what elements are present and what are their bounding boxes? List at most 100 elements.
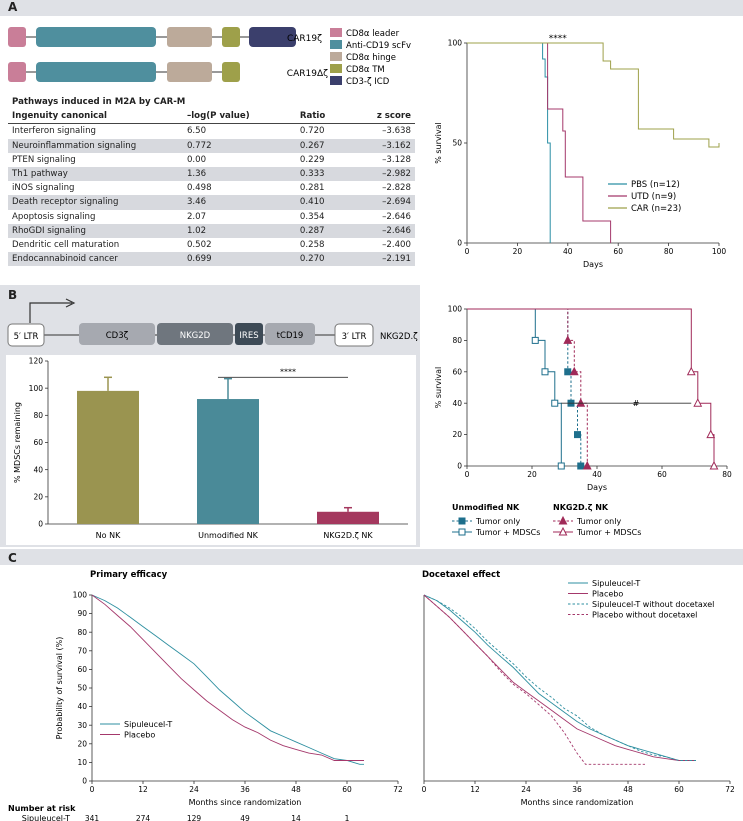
y-tick-label: 60 (452, 367, 462, 376)
legend-label: Sipuleucel-T without docetaxel (592, 600, 714, 609)
construct-hinge-2 (167, 62, 212, 82)
series-line (467, 42, 551, 243)
table-row: Death receptor signaling 3.46 0.410 –2.694 (8, 195, 415, 210)
x-tick-label: 100 (712, 247, 727, 256)
x-tick-label: 36 (572, 785, 582, 794)
table-cell: 0.498 (186, 183, 212, 194)
x-tick-label: 60 (674, 785, 684, 794)
table-cell: 0.333 (295, 167, 373, 182)
table-header: Ratio (295, 109, 373, 125)
series-line (467, 308, 582, 466)
series-marker (558, 526, 568, 536)
table-cell: 0.772 (182, 138, 296, 153)
table-cell: 0.699 (182, 252, 296, 267)
series-marker (557, 462, 565, 470)
x-axis-label: Days (587, 483, 607, 492)
table-cell: 6.50 (186, 126, 207, 137)
series-line (423, 594, 645, 765)
series-line (423, 594, 696, 761)
risk-value: 49 (240, 814, 250, 821)
series-marker (563, 335, 573, 344)
y-axis-label: Probability of survival (%) (55, 637, 64, 740)
risk-row-label: Sipuleucel-T (22, 814, 70, 821)
table-cell: –2.646 (382, 211, 411, 222)
legend-label: Sipuleucel-T (592, 579, 640, 588)
y-tick-label: 80 (33, 411, 43, 420)
construct-icd-1 (249, 27, 296, 47)
panel-c: C 0 12 24 36 48 60 72 0 10 20 30 40 50 60 70 80 90 100 Mon… (0, 549, 743, 821)
table-header: Ingenuity canonical (8, 109, 183, 125)
x-tick-label: 20 (513, 247, 523, 256)
nkg2d-label: NKG2D (180, 331, 211, 341)
x-tick-label: 48 (623, 785, 633, 794)
table-cell: –2.646 (372, 223, 415, 239)
table-cell: 0.410 (295, 195, 373, 210)
y-tick-label: 0 (38, 520, 43, 529)
table-cell: Dendritic cell maturation (12, 240, 120, 251)
table-header: –log(P value) (182, 109, 296, 125)
y-tick-label: 80 (77, 628, 87, 637)
y-tick-label: 100 (448, 39, 463, 48)
table-cell: –3.638 (382, 126, 411, 137)
y-tick-label: 30 (77, 721, 87, 730)
x-tick-label: 24 (189, 785, 199, 794)
panel-c-band (0, 549, 743, 565)
table-cell: 0.229 (299, 154, 325, 165)
series-marker (458, 517, 466, 525)
series-line (467, 308, 562, 466)
table-row: Endocannabinoid cancer 0.699 0.270 –2.191 (8, 252, 415, 267)
table-cell: 2.07 (186, 211, 207, 222)
table-cell: Endocannabinoid cancer (8, 252, 183, 267)
bar (77, 390, 139, 524)
y-tick-label: 40 (77, 702, 87, 711)
table-cell: PTEN signaling (12, 154, 76, 165)
series-line (91, 594, 364, 761)
table-cell: 0.258 (299, 240, 325, 251)
legend-hinge: CD8α hinge (346, 53, 396, 63)
table-cell: Th1 pathway (8, 167, 183, 182)
legend-group-title: Unmodified NK (452, 503, 520, 512)
table-row: Th1 pathway 1.36 0.333 –2.982 (8, 167, 415, 182)
x-tick-label: 12 (138, 785, 148, 794)
table-cell: 3.46 (182, 195, 296, 210)
construct-scfv-1 (36, 27, 156, 47)
x-axis-label: Months since randomization (189, 798, 302, 807)
nkg2d-construct-diagram: 5′ LTR CD3ζ NKG2D IRES tCD19 3′ LTR NKG2… (7, 298, 418, 347)
table-cell: Interferon signaling (12, 126, 96, 137)
series-marker (541, 368, 549, 376)
y-tick-label: 50 (77, 684, 87, 693)
x-tick-label: 48 (291, 785, 301, 794)
risk-value: 14 (291, 814, 301, 821)
panel-a-band (0, 0, 743, 16)
ltr3-label: 3′ LTR (342, 332, 367, 342)
series-marker (706, 429, 716, 439)
nkg2dz-label: NKG2D.ζ (380, 332, 418, 342)
panel-c-letter: C (8, 551, 17, 565)
x-tick-label: 80 (722, 470, 732, 479)
series-marker (576, 398, 586, 407)
chart-title: Docetaxel effect (422, 570, 500, 580)
table-cell: Apoptosis signaling (12, 211, 96, 222)
legend-label: Sipuleucel-T (124, 720, 172, 729)
table-row: iNOS signaling 0.498 0.281 –2.828 (8, 181, 415, 195)
table-cell: –3.128 (382, 154, 411, 165)
table-cell: –3.162 (372, 138, 415, 153)
x-tick-label: 24 (521, 785, 531, 794)
table-cell: iNOS signaling (12, 183, 75, 194)
x-tick-label: 72 (725, 785, 735, 794)
x-tick-label: 12 (470, 785, 480, 794)
legend-leader: CD8α leader (346, 29, 400, 39)
x-tick-label: 40 (592, 470, 602, 479)
y-tick-label: 40 (33, 465, 43, 474)
table-row: Interferon signaling 6.50 0.720 –3.638 (8, 124, 415, 139)
table-cell: Death receptor signaling (8, 195, 183, 210)
legend-label: CAR (n=23) (631, 204, 681, 214)
x-tick-label: 0 (465, 470, 470, 479)
x-tick-label: 20 (527, 470, 537, 479)
series-marker (709, 460, 719, 470)
series-marker (686, 366, 696, 376)
primary-efficacy-chart: 0 12 24 36 48 60 72 0 10 20 30 40 50 60 70 80 90 100 Month… (8, 570, 403, 821)
x-tick-label: 0 (465, 247, 470, 256)
risk-value: 274 (136, 814, 151, 821)
significance-label: **** (280, 367, 296, 376)
